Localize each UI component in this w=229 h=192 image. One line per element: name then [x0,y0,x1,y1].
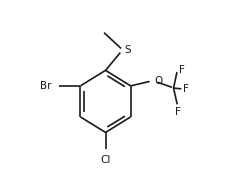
Text: O: O [154,76,163,86]
Text: F: F [183,84,189,94]
Text: F: F [179,65,185,75]
Text: Cl: Cl [100,155,111,165]
Text: F: F [175,107,181,117]
Text: S: S [124,45,131,55]
Text: Br: Br [40,81,52,91]
